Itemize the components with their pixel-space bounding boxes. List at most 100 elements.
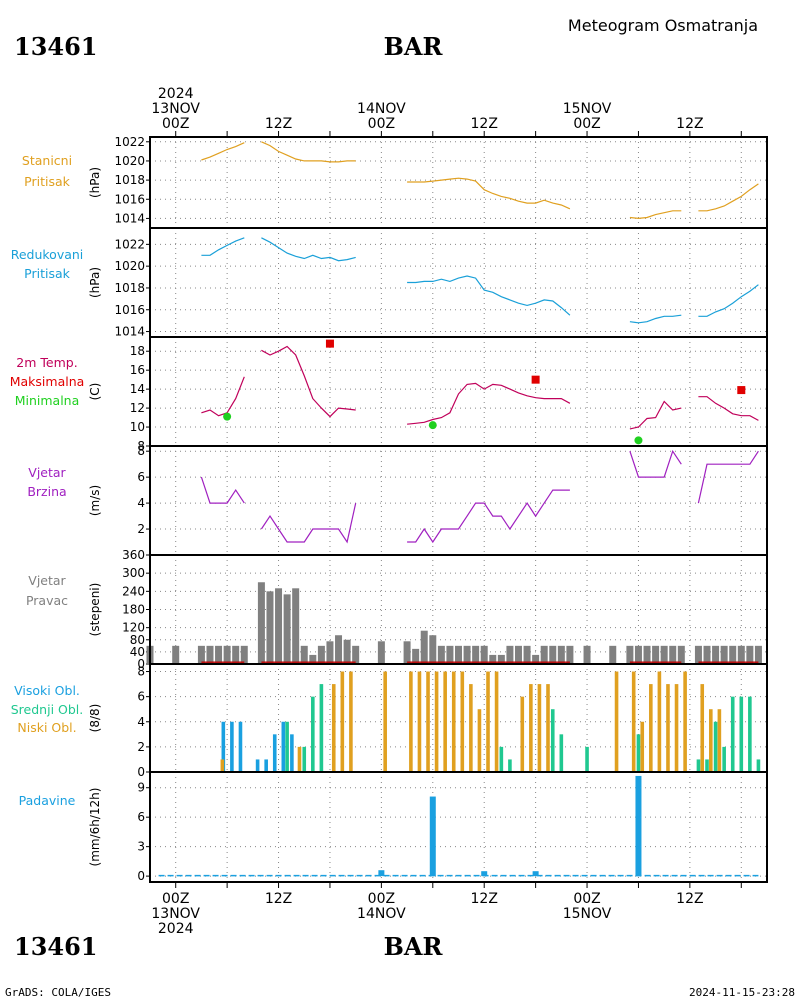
bottom-date-label: 2024 bbox=[158, 921, 194, 937]
bar bbox=[300, 645, 308, 664]
tmin-marker bbox=[428, 421, 437, 430]
y-axis-label: (m/s) bbox=[88, 485, 102, 516]
bar bbox=[705, 759, 709, 772]
bar bbox=[455, 645, 462, 664]
bar bbox=[232, 645, 240, 664]
panel-0: 1014 1016 1018 1020 1022 (hPa) Stanicni Pritisa… bbox=[22, 135, 768, 229]
bar bbox=[215, 645, 223, 664]
y-tick-label: 2 bbox=[137, 522, 145, 536]
panel-6: 0 3 6 9 (mm/6h/12h) Padavine bbox=[19, 771, 768, 883]
bar bbox=[272, 734, 277, 772]
y-axis-label: (8/8) bbox=[88, 704, 102, 733]
bar bbox=[220, 759, 225, 772]
panel-label: Vjetar bbox=[28, 465, 66, 480]
bar bbox=[634, 645, 642, 664]
bar bbox=[730, 696, 735, 772]
panel-frame bbox=[149, 227, 768, 338]
series-line bbox=[261, 345, 356, 418]
bar bbox=[532, 871, 539, 877]
y-axis-label: (hPa) bbox=[88, 267, 102, 298]
y-axis-label: (stepeni) bbox=[88, 583, 102, 637]
panel-1: 1014 1016 1018 1020 1022 (hPa) Redukovani Priti… bbox=[11, 227, 768, 339]
top-hour-label: 12Z bbox=[471, 116, 498, 132]
y-tick-label: 300 bbox=[122, 566, 145, 580]
bar bbox=[378, 870, 385, 877]
bar bbox=[240, 645, 248, 664]
bar bbox=[585, 746, 589, 772]
bar bbox=[417, 671, 422, 772]
series-line bbox=[201, 376, 245, 417]
meteogram-title: Meteogram Osmatranja bbox=[568, 16, 758, 35]
bottom-date-label: 12Z bbox=[471, 891, 498, 907]
bar bbox=[748, 696, 752, 772]
station-name-top: BAR bbox=[384, 32, 444, 61]
bar bbox=[481, 871, 488, 877]
series-line bbox=[200, 476, 245, 504]
panel-label: Redukovani bbox=[11, 247, 84, 262]
y-tick-label: 360 bbox=[122, 548, 145, 562]
bar bbox=[172, 645, 180, 664]
y-tick-label: 8 bbox=[137, 444, 145, 458]
tmax-marker bbox=[325, 339, 334, 348]
bar bbox=[649, 684, 653, 772]
y-tick-label: 180 bbox=[122, 603, 145, 617]
y-tick-label: 14 bbox=[130, 382, 145, 396]
bar bbox=[317, 645, 325, 664]
bar bbox=[275, 588, 283, 664]
y-tick-label: 1016 bbox=[114, 303, 145, 317]
bar bbox=[264, 759, 268, 772]
panel-label: Pritisak bbox=[24, 174, 70, 189]
bar bbox=[255, 759, 260, 772]
bar bbox=[403, 641, 411, 664]
bar bbox=[426, 671, 430, 772]
y-tick-label: 10 bbox=[130, 420, 145, 434]
bar bbox=[635, 775, 642, 877]
bar bbox=[319, 684, 324, 772]
bar bbox=[669, 645, 677, 664]
series-line bbox=[261, 237, 356, 262]
bar bbox=[666, 684, 670, 772]
bar bbox=[529, 684, 533, 772]
bar bbox=[720, 645, 728, 664]
bar bbox=[549, 645, 557, 664]
panel-label: Pravac bbox=[26, 593, 68, 608]
bar bbox=[550, 709, 555, 772]
footer-timestamp: 2024-11-15-23:28 bbox=[689, 986, 795, 999]
bar bbox=[694, 645, 702, 664]
bar bbox=[429, 635, 437, 664]
series-line bbox=[698, 396, 759, 421]
panel-frame bbox=[149, 663, 768, 773]
bar bbox=[494, 671, 499, 772]
y-tick-label: 4 bbox=[137, 715, 145, 729]
bar bbox=[292, 588, 300, 664]
bottom-date-label: 00Z bbox=[573, 891, 600, 907]
bar bbox=[626, 645, 634, 664]
y-tick-label: 2 bbox=[137, 740, 145, 754]
bar bbox=[412, 648, 420, 664]
bar bbox=[285, 721, 289, 772]
y-axis-label: (mm/6h/12h) bbox=[88, 788, 102, 867]
bar bbox=[477, 709, 482, 772]
panel-label: Padavine bbox=[19, 793, 76, 808]
bottom-date-label: 12Z bbox=[676, 891, 703, 907]
bar bbox=[206, 645, 214, 664]
y-tick-label: 80 bbox=[130, 633, 145, 647]
bar bbox=[343, 639, 351, 664]
bar bbox=[281, 721, 286, 772]
bar bbox=[696, 759, 701, 772]
bar bbox=[497, 654, 505, 664]
y-tick-label: 1018 bbox=[114, 281, 145, 295]
y-tick-label: 240 bbox=[122, 584, 145, 598]
y-tick-label: 0 bbox=[137, 657, 145, 671]
footer-credit: GrADS: COLA/IGES bbox=[5, 986, 111, 999]
bar bbox=[737, 645, 745, 664]
y-tick-label: 16 bbox=[130, 363, 145, 377]
y-tick-label: 1016 bbox=[114, 192, 145, 206]
panel-3: 2 4 6 8 (m/s) Vjetar Brzina bbox=[27, 444, 768, 556]
panel-label: Minimalna bbox=[15, 393, 80, 408]
bar bbox=[609, 645, 617, 664]
bottom-date-label: 00Z bbox=[162, 891, 189, 907]
bottom-date-label: 13NOV bbox=[151, 906, 200, 922]
bottom-date-label: 12Z bbox=[265, 891, 292, 907]
